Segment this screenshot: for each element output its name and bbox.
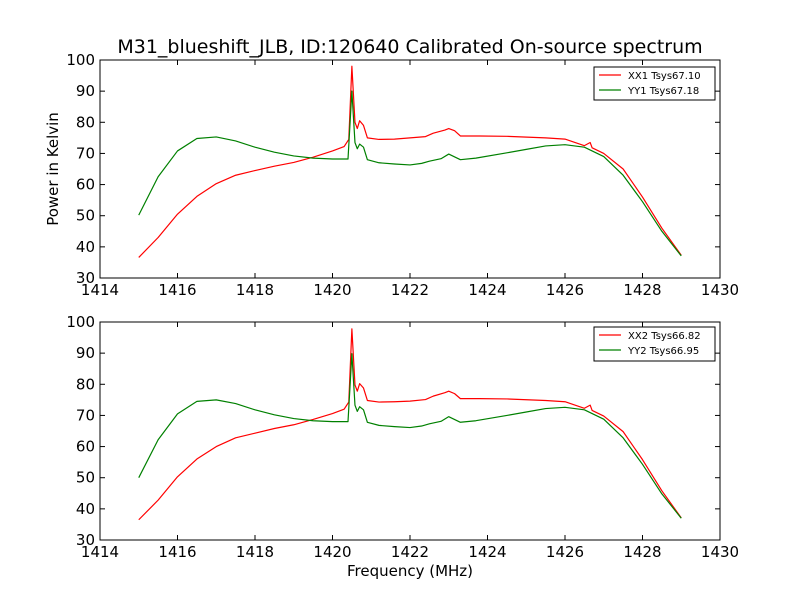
x-tick-label: 1430 xyxy=(701,543,739,561)
x-tick-label: 1418 xyxy=(236,281,274,299)
x-tick-label: 1418 xyxy=(236,543,274,561)
y-tick-label: 80 xyxy=(76,375,95,393)
legend: XX1 Tsys67.10 YY1 Tsys67.18 xyxy=(593,66,716,101)
panels: 1414 1416 1418 1420 1422 1424 1426 1428 1430 30 40… xyxy=(66,51,739,561)
x-tick-label: 1428 xyxy=(623,543,661,561)
y-tick-label: 50 xyxy=(76,469,95,487)
chart-panel-2: 1414 1416 1418 1420 1422 1424 1426 1428 1430 30 40… xyxy=(66,313,739,561)
legend-label: YY2 Tsys66.95 xyxy=(627,346,699,357)
x-tick-label: 1422 xyxy=(391,281,429,299)
legend-box xyxy=(593,66,716,101)
y-tick-label: 30 xyxy=(76,269,95,287)
series-line-xx xyxy=(138,328,682,521)
legend-box xyxy=(593,326,716,362)
x-tick-label: 1426 xyxy=(546,281,584,299)
legend: XX2 Tsys66.82 YY2 Tsys66.95 xyxy=(593,326,716,362)
x-tick-label: 1426 xyxy=(546,543,584,561)
y-axis-label: Power in Kelvin xyxy=(44,112,62,226)
y-tick-label: 70 xyxy=(76,406,95,424)
y-tick-label: 100 xyxy=(66,313,95,331)
y-tick-label: 40 xyxy=(76,238,95,256)
y-tick-label: 90 xyxy=(76,82,95,100)
x-tick-label: 1420 xyxy=(313,543,351,561)
x-tick-label: 1420 xyxy=(313,281,351,299)
x-tick-label: 1422 xyxy=(391,543,429,561)
y-tick-label: 90 xyxy=(76,344,95,362)
y-tick-label: 70 xyxy=(76,144,95,162)
legend-label: XX2 Tsys66.82 xyxy=(628,331,701,342)
x-tick-label: 1424 xyxy=(468,543,506,561)
x-tick-label: 1430 xyxy=(701,281,739,299)
x-tick-label: 1414 xyxy=(81,281,119,299)
figure-title: M31_blueshift_JLB, ID:120640 Calibrated … xyxy=(117,36,702,58)
x-tick-label: 1428 xyxy=(623,281,661,299)
series-line-yy xyxy=(138,90,682,257)
x-tick-label: 1424 xyxy=(468,281,506,299)
chart-panel-1: 1414 1416 1418 1420 1422 1424 1426 1428 1430 30 40… xyxy=(66,51,739,299)
y-tick-label: 40 xyxy=(76,500,95,518)
x-tick-label: 1416 xyxy=(158,543,196,561)
x-axis-label: Frequency (MHz) xyxy=(347,562,473,580)
legend-label: XX1 Tsys67.10 xyxy=(628,71,701,82)
y-tick-label: 60 xyxy=(76,438,95,456)
x-tick-label: 1414 xyxy=(81,543,119,561)
y-tick-label: 30 xyxy=(76,531,95,549)
y-tick-label: 80 xyxy=(76,113,95,131)
y-tick-label: 100 xyxy=(66,51,95,69)
x-tick-label: 1416 xyxy=(158,281,196,299)
y-tick-label: 60 xyxy=(76,176,95,194)
y-tick-label: 50 xyxy=(76,207,95,225)
series-line-xx xyxy=(138,65,682,258)
legend-label: YY1 Tsys67.18 xyxy=(627,86,699,97)
series-line-yy xyxy=(138,353,682,519)
